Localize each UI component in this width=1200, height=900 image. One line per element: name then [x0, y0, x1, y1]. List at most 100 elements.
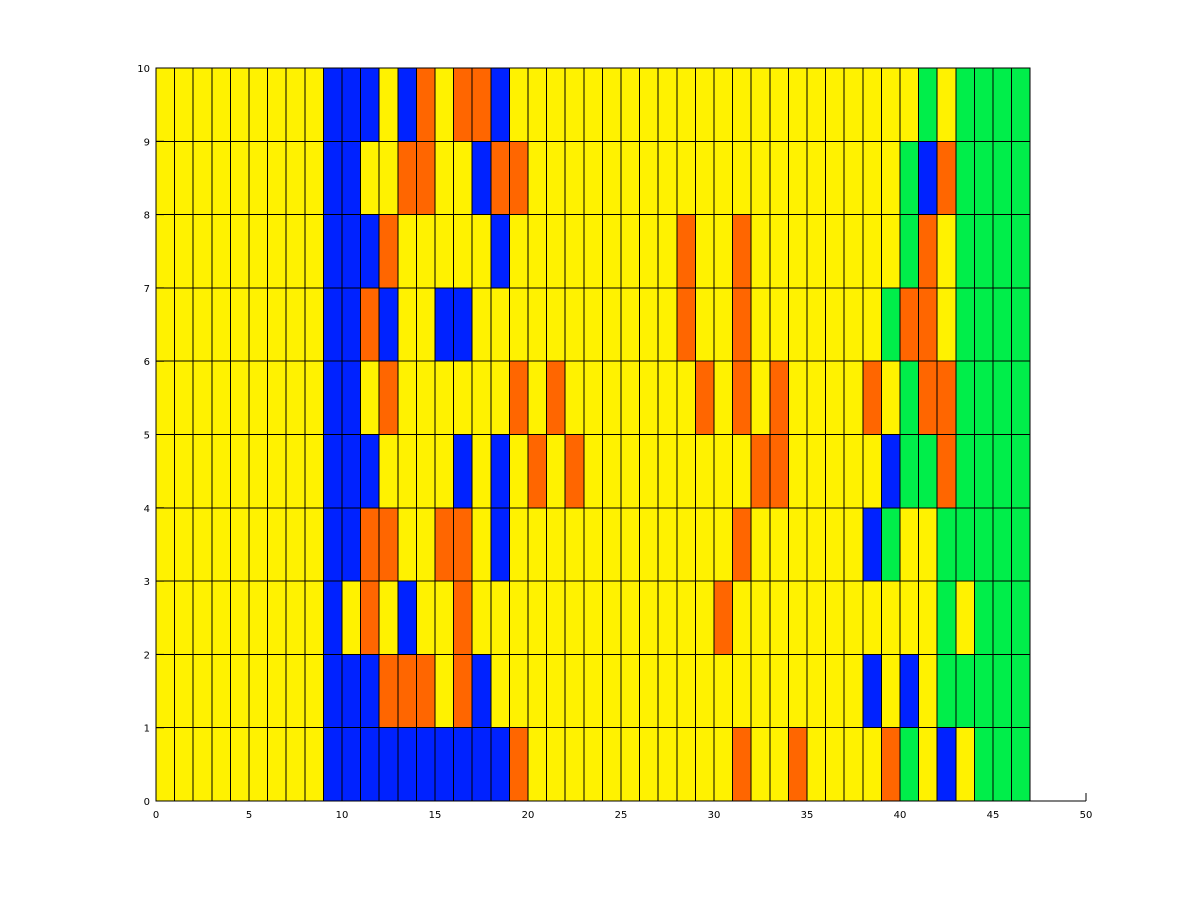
heatmap-cell — [322, 507, 343, 582]
heatmap-cell — [694, 287, 715, 362]
heatmap-cell — [806, 287, 827, 362]
heatmap-cell — [601, 360, 622, 436]
heatmap-cell — [620, 67, 641, 142]
heatmap-cell — [732, 727, 752, 802]
heatmap-cell — [490, 67, 510, 142]
heatmap-cell — [546, 580, 566, 655]
heatmap-cell — [546, 287, 566, 362]
heatmap-cell — [155, 653, 176, 729]
heatmap-cell — [453, 434, 473, 509]
heatmap-cell — [415, 507, 436, 582]
heatmap-cell — [546, 434, 566, 509]
heatmap-cell — [564, 67, 585, 142]
heatmap-cell — [620, 653, 641, 729]
heatmap-cell — [899, 580, 920, 655]
heatmap-cell — [471, 140, 492, 216]
heatmap-cell — [471, 214, 492, 289]
heatmap-cell — [267, 580, 287, 655]
heatmap-cell — [471, 360, 492, 436]
heatmap-cell — [397, 214, 417, 289]
heatmap-cell — [546, 653, 566, 729]
heatmap-cell — [155, 360, 176, 436]
heatmap-cell — [211, 287, 231, 362]
heatmap-cell — [955, 360, 975, 436]
heatmap-cell — [676, 140, 696, 216]
heatmap-cell — [825, 67, 845, 142]
heatmap-cell — [657, 507, 678, 582]
heatmap-cell — [750, 727, 771, 802]
heatmap-cell — [750, 287, 771, 362]
heatmap-cell — [620, 507, 641, 582]
heatmap-cell — [248, 287, 269, 362]
heatmap-cell — [267, 727, 287, 802]
heatmap-cell — [341, 434, 362, 509]
heatmap-cell — [936, 653, 957, 729]
heatmap-cell — [732, 140, 752, 216]
heatmap-cell — [285, 287, 306, 362]
heatmap-cell — [546, 67, 566, 142]
heatmap-cell — [880, 507, 901, 582]
heatmap-cell — [453, 140, 473, 216]
heatmap-cell — [750, 434, 771, 509]
heatmap-cell — [174, 580, 194, 655]
y-tick-label: 0 — [144, 797, 150, 808]
heatmap-cell — [918, 653, 938, 729]
heatmap-cell — [750, 653, 771, 729]
heatmap-cell — [769, 67, 789, 142]
heatmap-cell — [508, 727, 529, 802]
heatmap-cell — [657, 360, 678, 436]
heatmap-cell — [434, 360, 455, 436]
heatmap-cell — [732, 360, 752, 436]
heatmap-cell — [918, 360, 938, 436]
heatmap-cell — [899, 507, 920, 582]
y-tick-label: 4 — [144, 504, 150, 515]
heatmap-cell — [787, 140, 808, 216]
heatmap-cell — [918, 434, 938, 509]
heatmap-cell — [267, 360, 287, 436]
heatmap-cell — [657, 727, 678, 802]
heatmap-cell — [639, 360, 659, 436]
heatmap-cell — [676, 434, 696, 509]
heatmap-cell — [527, 580, 548, 655]
heatmap-cell — [490, 434, 510, 509]
heatmap-cell — [508, 140, 529, 216]
heatmap-cell — [341, 580, 362, 655]
heatmap-cell — [601, 653, 622, 729]
heatmap-cell — [806, 434, 827, 509]
heatmap-cell — [322, 580, 343, 655]
heatmap-cell — [378, 507, 399, 582]
heatmap-cell — [490, 507, 510, 582]
heatmap-cell — [378, 360, 399, 436]
heatmap-cell — [322, 727, 343, 802]
heatmap-cell — [508, 507, 529, 582]
heatmap-cell — [713, 507, 734, 582]
heatmap-cell — [843, 580, 864, 655]
heatmap-cell — [229, 140, 250, 216]
heatmap-cell — [843, 727, 864, 802]
heatmap-cell — [825, 360, 845, 436]
heatmap-cell — [862, 214, 882, 289]
heatmap-cell — [583, 67, 603, 142]
heatmap-cell — [341, 653, 362, 729]
heatmap-cell — [229, 580, 250, 655]
heatmap-cell — [192, 214, 213, 289]
heatmap-cell — [825, 287, 845, 362]
heatmap-cell — [918, 140, 938, 216]
heatmap-cell — [229, 67, 250, 142]
heatmap-cell — [341, 214, 362, 289]
heatmap-cell — [546, 727, 566, 802]
heatmap-cell — [657, 434, 678, 509]
heatmap-cell — [211, 67, 231, 142]
heatmap-cell — [862, 140, 882, 216]
heatmap-cell — [248, 214, 269, 289]
heatmap-cell — [378, 67, 399, 142]
heatmap-cell — [732, 287, 752, 362]
heatmap-cell — [192, 653, 213, 729]
heatmap-cell — [378, 287, 399, 362]
heatmap-cell — [657, 580, 678, 655]
heatmap-cell — [434, 727, 455, 802]
heatmap-cell — [955, 653, 975, 729]
heatmap-cell — [1011, 727, 1031, 802]
heatmap-cell — [750, 360, 771, 436]
heatmap-cell — [639, 727, 659, 802]
